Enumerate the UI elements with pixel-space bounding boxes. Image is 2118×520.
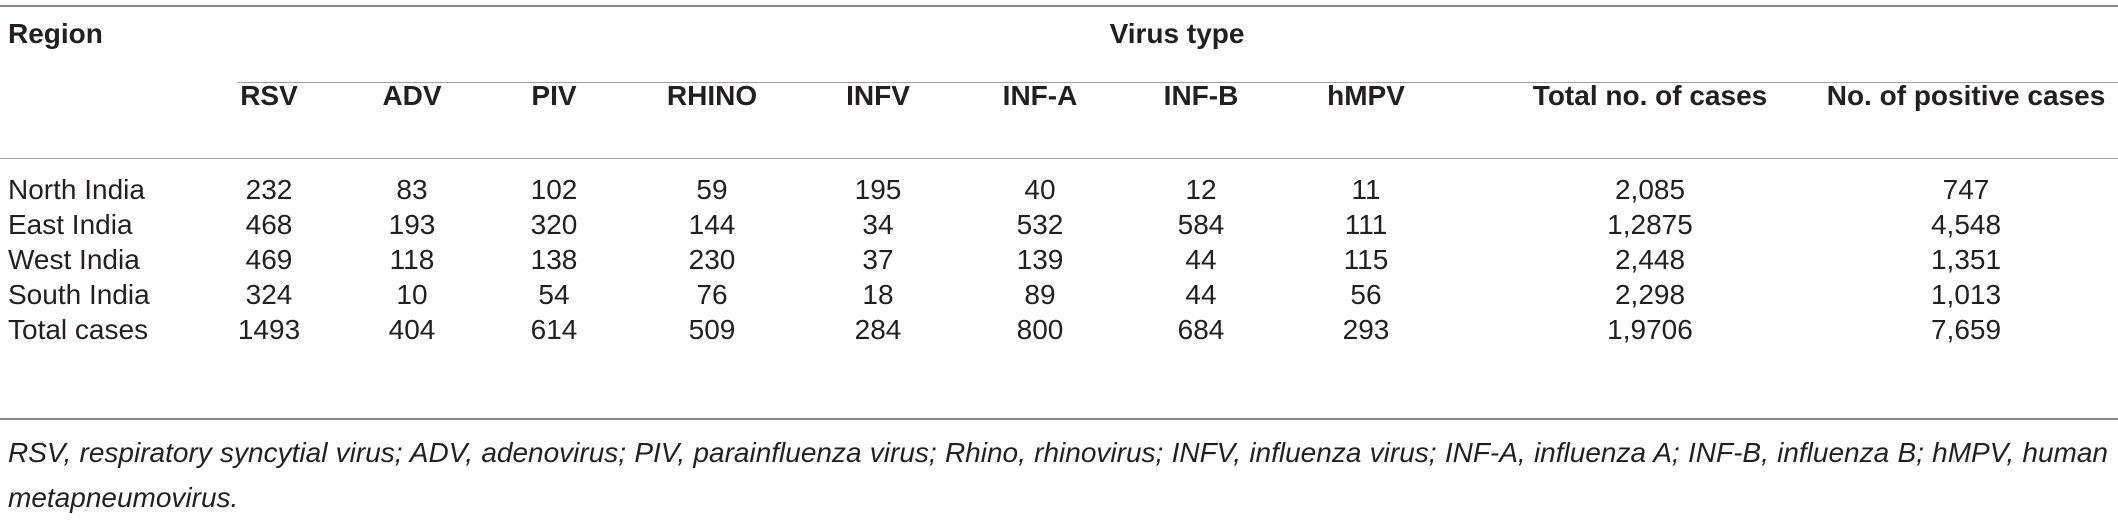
column-header-adv: ADV	[382, 80, 442, 111]
table-cell: 2,085	[1614, 174, 1686, 205]
table-cell: 1,9706	[1607, 314, 1693, 345]
table-cell: 2,448	[1614, 244, 1686, 275]
table-cell: 18	[862, 279, 894, 310]
row-label: West India	[8, 244, 140, 275]
table-cell: 1,351	[1930, 244, 2002, 275]
table-cell: 684	[1177, 314, 1225, 345]
table-cell: 747	[1942, 174, 1990, 205]
table-footnote: RSV, respiratory syncytial virus; ADV, a…	[8, 437, 2108, 513]
table-cell: 284	[854, 314, 902, 345]
table-cell: 56	[1350, 279, 1382, 310]
table-cell: 2,298	[1614, 279, 1686, 310]
table-cell: 230	[688, 244, 736, 275]
table-cell: 111	[1344, 209, 1388, 240]
column-header-total-cases: Total no. of cases	[1532, 80, 1768, 111]
table-cell: 468	[245, 209, 293, 240]
table-cell: 59	[696, 174, 728, 205]
table-cell: 469	[245, 244, 293, 275]
table-cell: 509	[688, 314, 736, 345]
table-cell: 320	[530, 209, 578, 240]
table-cell: 44	[1185, 244, 1217, 275]
table-cell: 293	[1342, 314, 1390, 345]
table-cell: 83	[396, 174, 428, 205]
table-cell: 89	[1024, 279, 1056, 310]
table-cell: 11	[1351, 174, 1381, 205]
table-cell: 193	[388, 209, 436, 240]
table-cell: 584	[1177, 209, 1225, 240]
column-header-positive-cases: No. of positive cases	[1826, 80, 2106, 111]
table-cell: 532	[1016, 209, 1064, 240]
table-cell: 404	[388, 314, 436, 345]
table-cell: 1493	[237, 314, 301, 345]
table-cell: 1,2875	[1607, 209, 1693, 240]
table-cell: 4,548	[1930, 209, 2002, 240]
column-header-inf-b: INF-B	[1163, 80, 1239, 111]
column-header-inf-a: INF-A	[1002, 80, 1078, 111]
table-cell: 76	[696, 279, 728, 310]
region-header: Region	[8, 18, 103, 49]
table-cell: 102	[530, 174, 578, 205]
data-table: Region Virus type RSV ADV PIV RHINO INFV…	[0, 5, 2118, 513]
table-cell: 10	[396, 279, 428, 310]
group-header-rule	[237, 82, 2118, 83]
virus-type-header: Virus type	[1109, 18, 1245, 49]
table-cell: 139	[1016, 244, 1064, 275]
table-cell: 324	[245, 279, 293, 310]
table-cell: 138	[530, 244, 578, 275]
row-label: South India	[8, 279, 150, 310]
column-header-rsv: RSV	[240, 80, 298, 111]
table-cell: 144	[688, 209, 736, 240]
table-cell: 800	[1016, 314, 1064, 345]
table-cell: 54	[538, 279, 570, 310]
column-header-hmpv: hMPV	[1327, 80, 1405, 111]
column-header-infv: INFV	[846, 80, 910, 111]
table-bottom-rule	[0, 418, 2118, 420]
table-cell: 195	[854, 174, 902, 205]
table-cell: 614	[530, 314, 578, 345]
table-cell: 12	[1185, 174, 1217, 205]
table-cell: 40	[1024, 174, 1056, 205]
table-cell: 232	[245, 174, 293, 205]
table-cell: 37	[862, 244, 894, 275]
table-cell: 115	[1343, 244, 1389, 275]
table-cell: 7,659	[1930, 314, 2002, 345]
header-bottom-rule	[0, 158, 2118, 159]
table-cell: 34	[862, 209, 894, 240]
table-cell: 1,013	[1930, 279, 2002, 310]
row-label: East India	[8, 209, 133, 240]
column-header-rhino: RHINO	[666, 80, 758, 111]
table-cell: 44	[1185, 279, 1217, 310]
table-top-rule	[0, 5, 2118, 7]
column-header-piv: PIV	[531, 80, 577, 111]
row-label: Total cases	[8, 314, 149, 345]
row-label: North India	[8, 174, 145, 205]
table-cell: 118	[389, 244, 435, 275]
